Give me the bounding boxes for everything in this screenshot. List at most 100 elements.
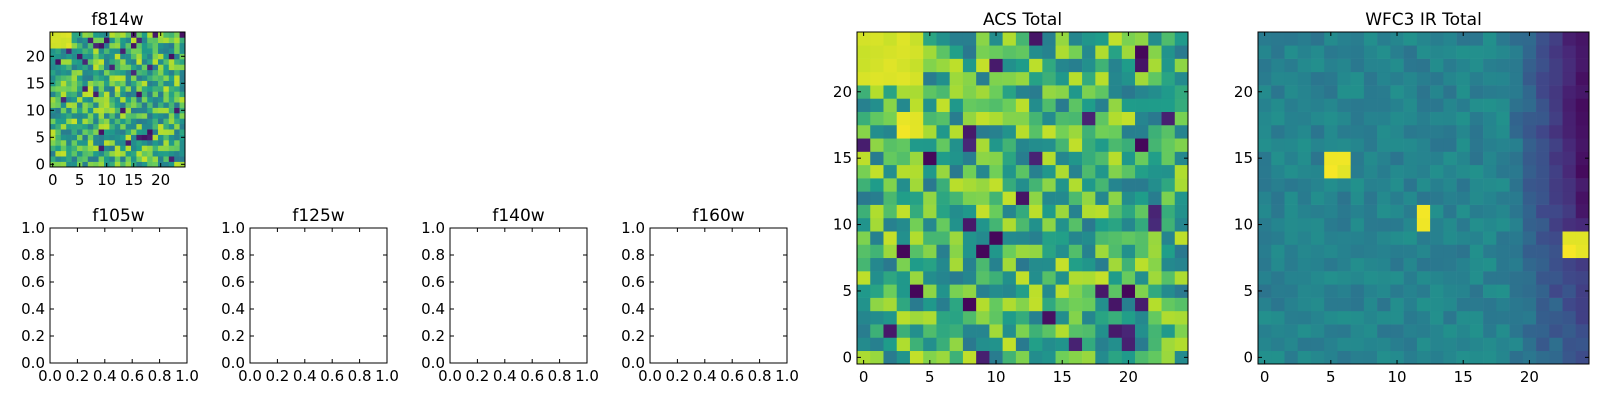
- heatmap-cell: [1042, 231, 1056, 245]
- heatmap-cell: [1377, 231, 1391, 245]
- heatmap-cell: [71, 161, 78, 168]
- heatmap-cell: [989, 85, 1003, 99]
- heatmap-cell: [936, 58, 950, 73]
- heatmap-cell: [1015, 85, 1030, 99]
- heatmap-cell: [136, 59, 143, 65]
- heatmap-cell: [1015, 284, 1030, 298]
- heatmap-cell: [98, 118, 105, 125]
- heatmap-cell: [174, 129, 180, 135]
- heatmap-cell: [909, 98, 924, 112]
- heatmap-cell: [1258, 337, 1272, 352]
- heatmap-cell: [71, 75, 78, 81]
- heatmap-cell: [82, 102, 89, 108]
- heatmap-cell: [1496, 257, 1510, 272]
- heatmap-cell: [163, 113, 170, 119]
- heatmap-cell: [923, 337, 937, 352]
- heatmap-cell: [1509, 45, 1524, 59]
- heatmap-cell: [1055, 124, 1070, 139]
- heatmap-cell: [1029, 191, 1043, 205]
- heatmap-cell: [1095, 271, 1109, 285]
- heatmap-cell: [1068, 45, 1083, 59]
- heatmap-cell: [1324, 324, 1338, 338]
- heatmap-cell: [1363, 350, 1378, 365]
- heatmap-cell: [104, 118, 110, 125]
- heatmap-cell: [152, 145, 159, 152]
- heatmap-cell: [1403, 257, 1418, 272]
- heatmap-cell: [1108, 324, 1123, 338]
- heatmap-cell: [1082, 178, 1096, 192]
- heatmap-cell: [1430, 231, 1444, 245]
- heatmap-cell: [50, 129, 56, 135]
- heatmap-cell: [163, 150, 170, 157]
- heatmap-cell: [896, 310, 911, 325]
- heatmap-cell: [923, 297, 937, 312]
- heatmap-cell: [174, 150, 180, 157]
- heatmap-cell: [1271, 85, 1285, 99]
- heatmap-cell: [71, 64, 78, 71]
- heatmap-cell: [1068, 71, 1083, 86]
- heatmap-cell: [1174, 257, 1189, 272]
- heatmap-cell: [857, 337, 871, 352]
- heatmap-cell: [870, 271, 884, 285]
- heatmap-cell: [1029, 151, 1043, 166]
- heatmap-cell: [1082, 164, 1096, 179]
- heatmap-cell: [896, 111, 911, 126]
- heatmap-cell: [1161, 337, 1176, 352]
- heatmap-cell: [125, 107, 132, 114]
- heatmap-cell: [66, 96, 72, 103]
- heatmap-cell: [1095, 111, 1109, 126]
- heatmap-cell: [1095, 217, 1109, 232]
- heatmap-cell: [1562, 85, 1577, 99]
- heatmap-cell: [87, 123, 94, 130]
- heatmap-cell: [949, 85, 964, 99]
- panel-title: f105w: [92, 206, 144, 226]
- heatmap-cell: [168, 86, 175, 92]
- heatmap-cell: [1055, 85, 1070, 99]
- heatmap-cell: [109, 118, 116, 125]
- heatmap-cell: [936, 71, 950, 86]
- heatmap-cell: [1121, 284, 1136, 298]
- heatmap-cell: [1443, 244, 1457, 259]
- heatmap-cell: [1108, 231, 1123, 245]
- heatmap-cell: [98, 107, 105, 114]
- heatmap-cell: [82, 86, 89, 92]
- heatmap-cell: [1483, 98, 1497, 112]
- heatmap-cell: [1135, 138, 1149, 152]
- heatmap-cell: [114, 161, 121, 168]
- heatmap-cell: [1015, 111, 1030, 126]
- heatmap-cell: [109, 42, 116, 49]
- heatmap-cell: [1456, 138, 1471, 152]
- heatmap-cell: [77, 86, 83, 92]
- x-ticks: 0.0 0.2 0.4 0.6 0.8 1.0: [638, 228, 799, 385]
- heatmap-cell: [923, 244, 937, 259]
- heatmap-cell: [158, 150, 164, 157]
- heatmap-cell: [1496, 98, 1510, 112]
- heatmap-cell: [152, 129, 159, 135]
- heatmap-cell: [82, 69, 89, 76]
- x-tick-label: 0.6: [120, 367, 144, 385]
- heatmap-cell: [104, 91, 110, 98]
- heatmap-cell: [1148, 337, 1162, 352]
- heatmap-cell: [60, 118, 67, 125]
- heatmap-cell: [923, 217, 937, 232]
- heatmap-cell: [1108, 32, 1123, 46]
- heatmap-cell: [870, 310, 884, 325]
- heatmap-cell: [1002, 71, 1017, 86]
- heatmap-cell: [1174, 178, 1189, 192]
- heatmap-cell: [1562, 337, 1577, 352]
- heatmap-cell: [125, 140, 132, 146]
- heatmap-cell: [1483, 138, 1497, 152]
- heatmap-cell: [1029, 284, 1043, 298]
- heatmap-cell: [1310, 191, 1325, 205]
- heatmap-cell: [962, 204, 977, 219]
- heatmap-cell: [1483, 32, 1497, 46]
- heatmap-cell: [114, 107, 121, 114]
- heatmap-cell: [1042, 164, 1056, 179]
- heatmap-cell: [1390, 350, 1404, 365]
- heatmap-cell: [1509, 71, 1524, 86]
- heatmap-cell: [104, 59, 110, 65]
- heatmap-cell: [1310, 71, 1325, 86]
- heatmap-cell: [1284, 284, 1299, 298]
- heatmap-cell: [60, 123, 67, 130]
- heatmap-cell: [1509, 204, 1524, 219]
